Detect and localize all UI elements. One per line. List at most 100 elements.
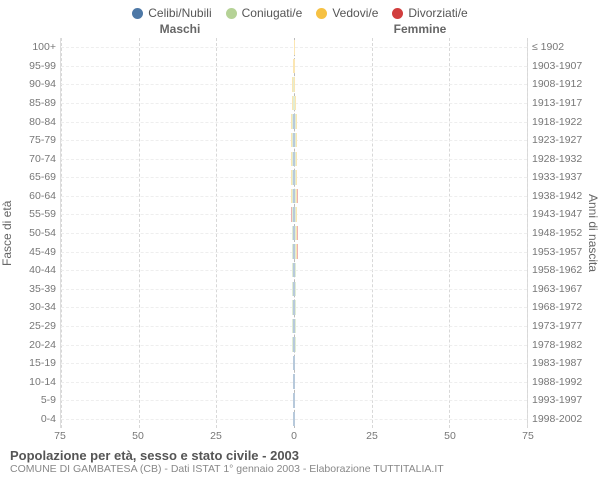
x-tick: 25 — [210, 430, 222, 442]
female-half — [294, 187, 527, 206]
pyramid-row — [61, 317, 527, 336]
male-half — [61, 335, 294, 354]
birth-tick: 1918-1922 — [528, 112, 584, 131]
male-half — [61, 410, 294, 429]
birth-tick: 1988-1992 — [528, 372, 584, 391]
female-bar — [294, 77, 295, 91]
female-bar — [294, 226, 298, 240]
female-half — [294, 242, 527, 261]
footer: Popolazione per età, sesso e stato civil… — [0, 444, 600, 475]
male-half — [61, 94, 294, 113]
female-half — [294, 280, 527, 299]
male-half — [61, 131, 294, 150]
female-half — [294, 57, 527, 76]
legend-label: Divorziati/e — [408, 6, 467, 20]
age-tick: 35-39 — [16, 280, 60, 299]
female-half — [294, 372, 527, 391]
female-bar — [294, 282, 296, 296]
x-tick: 25 — [366, 430, 378, 442]
x-axis: 7550250255075 — [0, 428, 600, 444]
x-axis-ticks: 7550250255075 — [60, 430, 528, 444]
age-tick: 80-84 — [16, 112, 60, 131]
age-tick: 50-54 — [16, 224, 60, 243]
bar-segment — [296, 170, 297, 184]
bar-segment — [296, 133, 297, 147]
female-half — [294, 410, 527, 429]
male-half — [61, 280, 294, 299]
bar-segment — [296, 114, 297, 128]
legend-swatch — [316, 8, 327, 19]
birth-tick: 1973-1977 — [528, 317, 584, 336]
birth-tick: 1903-1907 — [528, 57, 584, 76]
age-tick: 20-24 — [16, 335, 60, 354]
pyramid-row — [61, 149, 527, 168]
birth-tick: 1968-1972 — [528, 298, 584, 317]
age-tick: 5-9 — [16, 391, 60, 410]
age-tick: 0-4 — [16, 410, 60, 429]
female-bar — [294, 319, 296, 333]
pyramid-row — [61, 94, 527, 113]
bar-segment — [296, 152, 297, 166]
male-half — [61, 242, 294, 261]
bar-segment — [294, 59, 295, 73]
birth-tick: 1953-1957 — [528, 242, 584, 261]
male-half — [61, 298, 294, 317]
female-bar — [294, 207, 297, 221]
male-half — [61, 187, 294, 206]
male-half — [61, 317, 294, 336]
legend: Celibi/NubiliConiugati/eVedovi/eDivorzia… — [0, 0, 600, 22]
female-half — [294, 298, 527, 317]
female-half — [294, 391, 527, 410]
x-tick: 75 — [54, 430, 66, 442]
female-bar — [294, 170, 297, 184]
male-half — [61, 205, 294, 224]
birth-tick: 1963-1967 — [528, 280, 584, 299]
female-bar — [294, 300, 296, 314]
female-half — [294, 317, 527, 336]
pyramid-row — [61, 75, 527, 94]
male-half — [61, 354, 294, 373]
female-bar — [294, 412, 295, 426]
male-half — [61, 75, 294, 94]
legend-item: Vedovi/e — [316, 6, 378, 20]
x-tick: 50 — [132, 430, 144, 442]
birth-tick: 1908-1912 — [528, 75, 584, 94]
female-half — [294, 335, 527, 354]
bar-segment — [296, 207, 297, 221]
age-tick: 90-94 — [16, 75, 60, 94]
pyramid-row — [61, 168, 527, 187]
female-bar — [294, 152, 297, 166]
male-half — [61, 168, 294, 187]
male-half — [61, 57, 294, 76]
bar-segment — [295, 319, 296, 333]
age-tick: 55-59 — [16, 205, 60, 224]
bar-segment — [295, 282, 296, 296]
female-bar — [294, 114, 297, 128]
chart: Fasce di età 100+95-9990-9485-8980-8475-… — [0, 38, 600, 428]
header-male: Maschi — [60, 22, 300, 36]
age-ticks: 100+95-9990-9485-8980-8475-7970-7465-696… — [16, 38, 60, 428]
female-half — [294, 75, 527, 94]
male-half — [61, 391, 294, 410]
age-tick: 65-69 — [16, 168, 60, 187]
age-tick: 100+ — [16, 38, 60, 57]
birth-tick: 1948-1952 — [528, 224, 584, 243]
age-tick: 70-74 — [16, 149, 60, 168]
age-tick: 45-49 — [16, 242, 60, 261]
age-tick: 85-89 — [16, 94, 60, 113]
bar-segment — [295, 263, 296, 277]
bar-segment — [294, 356, 295, 370]
pyramid-row — [61, 38, 527, 57]
pyramid-row — [61, 242, 527, 261]
birth-tick: ≤ 1902 — [528, 38, 584, 57]
legend-label: Coniugati/e — [242, 6, 303, 20]
bar-segment — [294, 40, 295, 54]
female-half — [294, 168, 527, 187]
female-bar — [294, 244, 298, 258]
female-bar — [294, 133, 297, 147]
legend-item: Coniugati/e — [226, 6, 303, 20]
legend-label: Vedovi/e — [332, 6, 378, 20]
bar-segment — [297, 244, 298, 258]
age-tick: 15-19 — [16, 354, 60, 373]
legend-item: Divorziati/e — [392, 6, 467, 20]
